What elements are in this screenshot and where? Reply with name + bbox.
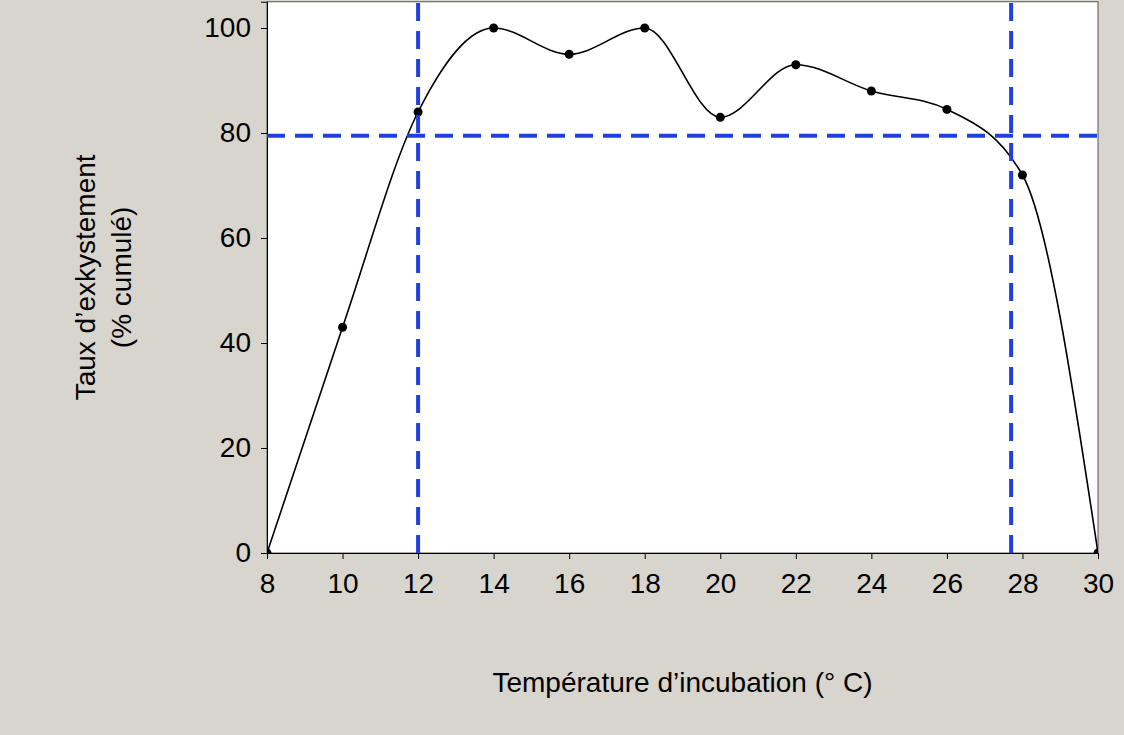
plot-area	[267, 2, 1098, 553]
x-tick-mark	[1098, 553, 1099, 559]
x-tick: 22	[781, 553, 812, 599]
data-point	[267, 549, 272, 554]
y-tick-mark	[261, 133, 267, 134]
x-tick: 8	[260, 553, 276, 599]
x-tick-mark	[494, 553, 495, 559]
reference-line-vertical	[416, 2, 420, 553]
x-tick-mark	[1022, 553, 1023, 559]
plot-frame	[267, 2, 1098, 553]
x-tick: 18	[630, 553, 661, 599]
x-tick-label: 20	[705, 568, 736, 599]
x-tick: 16	[554, 553, 585, 599]
y-tick: 0	[235, 537, 267, 568]
data-point	[338, 323, 347, 332]
data-point	[489, 24, 498, 33]
y-tick-label: 80	[220, 117, 251, 148]
data-point	[1018, 171, 1027, 180]
x-tick: 28	[1007, 553, 1038, 599]
y-tick-mark	[261, 553, 267, 554]
x-tick: 24	[856, 553, 887, 599]
y-tick-label: 60	[220, 222, 251, 253]
x-tick-mark	[645, 553, 646, 559]
data-point	[1094, 549, 1099, 554]
series-line	[267, 28, 1098, 553]
y-axis-title: (% cumulé)	[106, 207, 137, 349]
y-tick-mark	[261, 238, 267, 239]
x-axis-line	[268, 554, 1099, 560]
x-tick: 26	[932, 553, 963, 599]
x-tick-mark	[720, 553, 721, 559]
reference-line-horizontal	[267, 134, 1098, 138]
y-tick: 80	[220, 117, 267, 148]
x-tick-label: 8	[260, 568, 276, 599]
x-tick: 20	[705, 553, 736, 599]
data-point	[942, 105, 951, 114]
y-axis-title: Taux d’exkystement	[70, 154, 101, 400]
data-point	[791, 60, 800, 69]
y-tick: 20	[220, 432, 267, 463]
x-tick: 30	[1083, 553, 1114, 599]
x-tick-label: 26	[932, 568, 963, 599]
data-point	[867, 87, 876, 96]
x-tick-label: 24	[856, 568, 887, 599]
y-tick-label: 0	[235, 537, 251, 568]
x-tick-label: 14	[479, 568, 510, 599]
x-tick-mark	[796, 553, 797, 559]
x-tick: 12	[403, 553, 434, 599]
y-tick: 100	[204, 12, 267, 43]
y-tick-mark	[261, 343, 267, 344]
y-tick-label: 100	[204, 12, 251, 43]
chart: 8 10 12 14 16 18 20 22 24 26 28 30 0 20 40 60 80 100 Tempé…	[0, 0, 1124, 735]
x-tick-mark	[871, 553, 872, 559]
x-axis: 8 10 12 14 16 18 20 22 24 26 28 30	[260, 553, 1114, 599]
x-tick-label: 16	[554, 568, 585, 599]
x-tick: 10	[327, 553, 358, 599]
x-tick-label: 30	[1083, 568, 1114, 599]
x-axis-title: Température d’incubation (° C)	[492, 667, 872, 698]
x-tick-label: 12	[403, 568, 434, 599]
y-tick-label: 40	[220, 327, 251, 358]
x-tick-label: 18	[630, 568, 661, 599]
y-tick-label: 20	[220, 432, 251, 463]
y-tick: 40	[220, 327, 267, 358]
x-tick: 14	[479, 553, 510, 599]
y-axis-line	[261, 2, 268, 553]
y-tick-mark	[261, 448, 267, 449]
x-tick-label: 22	[781, 568, 812, 599]
x-tick-label: 10	[327, 568, 358, 599]
reference-line-vertical	[1009, 2, 1013, 553]
data-point	[716, 113, 725, 122]
x-tick-label: 28	[1007, 568, 1038, 599]
x-tick-mark	[947, 553, 948, 559]
y-tick-mark	[261, 28, 267, 29]
y-tick: 60	[220, 222, 267, 253]
x-tick-mark	[418, 553, 419, 559]
y-axis: 0 20 40 60 80 100	[204, 2, 267, 568]
x-tick-mark	[343, 553, 344, 559]
data-point	[640, 24, 649, 33]
x-tick-mark	[569, 553, 570, 559]
data-point	[565, 50, 574, 59]
